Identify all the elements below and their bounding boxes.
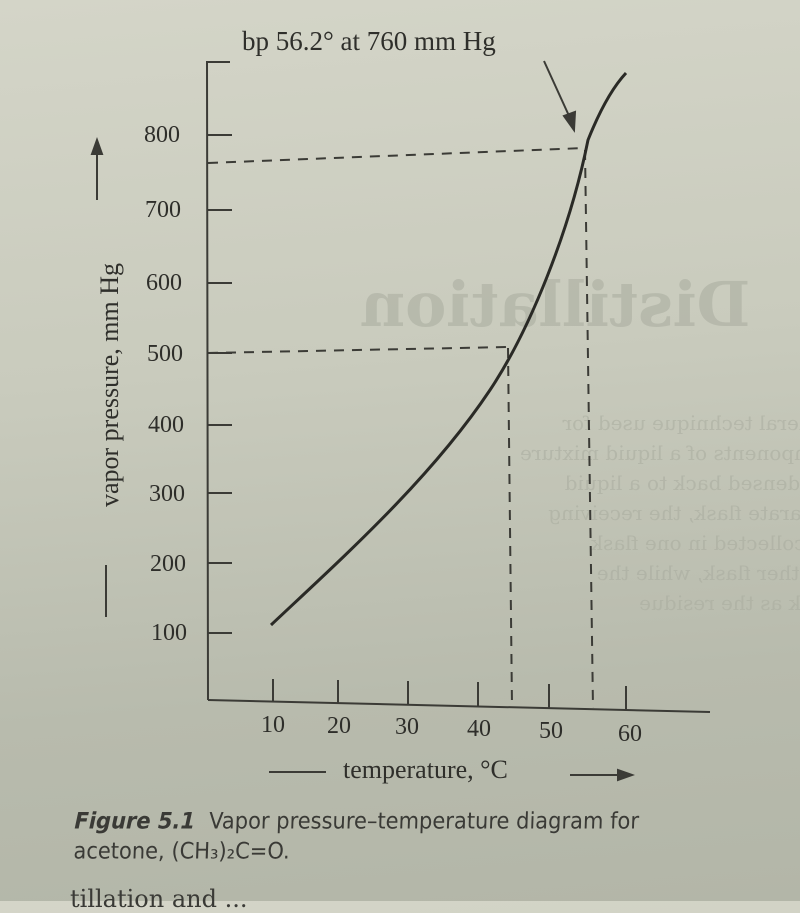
boiling-point-annotation: bp 56.2° at 760 mm Hg <box>242 26 496 56</box>
dashed-line-760 <box>207 147 586 164</box>
caption-line-2: acetone, (CH₃)₂C=O. <box>73 838 291 865</box>
caption-line-1: Vapor pressure–temperature diagram for <box>208 807 640 834</box>
page-text-fragment: tillation and ... <box>70 885 248 913</box>
y-tick-400: 400 <box>148 412 184 438</box>
x-axis <box>207 699 711 713</box>
y-axis <box>205 61 230 701</box>
vapor-pressure-curve <box>269 71 628 627</box>
x-tick-20: 20 <box>327 713 351 739</box>
x-axis-label: temperature, °C <box>268 755 508 785</box>
x-tick-50: 50 <box>539 718 563 744</box>
annotation-arrow <box>543 60 577 133</box>
y-tick-500: 500 <box>147 341 183 367</box>
dashed-line-44c <box>507 347 513 707</box>
y-tick-800: 800 <box>144 122 180 148</box>
figure-number: Figure 5.1 <box>74 807 196 834</box>
x-tick-60: 60 <box>618 721 642 747</box>
y-tick-700: 700 <box>145 197 181 223</box>
y-tick-300: 300 <box>149 481 185 507</box>
x-tick-10: 10 <box>261 712 285 738</box>
y-tick-600: 600 <box>146 270 182 296</box>
y-tick-100: 100 <box>151 620 187 646</box>
x-axis-label-text: temperature, °C <box>343 755 508 784</box>
dashed-line-56c <box>584 149 594 709</box>
figure-caption: Figure 5.1 Vapor pressure–temperature dia… <box>73 806 775 866</box>
x-tick-30: 30 <box>395 714 419 740</box>
y-tick-200: 200 <box>150 551 186 577</box>
x-tick-40: 40 <box>467 716 491 742</box>
dashed-line-500 <box>207 346 509 354</box>
